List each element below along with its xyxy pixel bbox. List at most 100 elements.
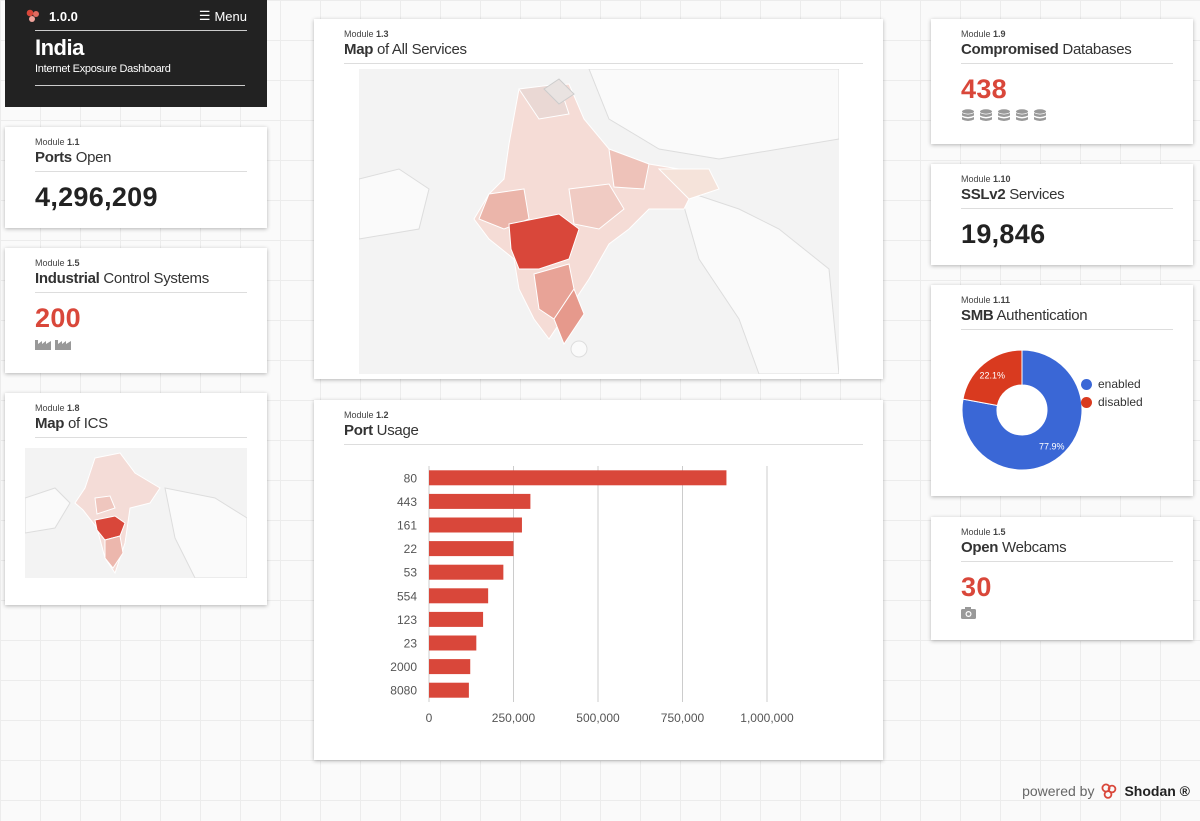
module-label: Module 1.9: [961, 29, 1006, 39]
bar-port-8080[interactable]: [429, 682, 469, 698]
card-title: Map of ICS: [35, 415, 247, 438]
module-label: Module 1.10: [961, 174, 1011, 184]
bar-port-2000[interactable]: [429, 659, 471, 675]
legend-swatch: [1081, 378, 1092, 390]
legend-swatch: [1081, 396, 1092, 408]
webcams-value: 30: [961, 572, 992, 602]
smb-donut-chart: 77.9% 22.1%: [961, 349, 1083, 471]
y-tick-label: 8080: [390, 684, 417, 698]
bar-port-123[interactable]: [429, 611, 484, 627]
menu-label: Menu: [214, 8, 247, 24]
module-label: Module 1.3: [344, 29, 389, 39]
y-tick-label: 2000: [390, 660, 417, 674]
dashboard-subtitle: Internet Exposure Dashboard: [35, 63, 171, 75]
y-tick-label: 554: [397, 589, 417, 603]
bar-port-23[interactable]: [429, 635, 477, 651]
dashboard-header: 1.0.0 ☰ Menu India Internet Exposure Das…: [5, 0, 267, 107]
smb-auth-card: Module 1.11 SMB Authentication 77.9% 22.1…: [931, 285, 1193, 496]
footer-brand[interactable]: Shodan ®: [1124, 783, 1190, 799]
version-label: 1.0.0: [25, 9, 78, 24]
ics-value: 200: [35, 303, 81, 333]
database-icon: [998, 109, 1010, 121]
compromised-db-value: 438: [961, 74, 1007, 104]
header-divider: [35, 30, 247, 31]
factory-icon: [35, 340, 51, 350]
bar-port-443[interactable]: [429, 493, 531, 509]
ics-icons: [35, 338, 247, 350]
legend-item-enabled[interactable]: enabled: [1081, 377, 1143, 391]
module-label: Module 1.1: [35, 137, 80, 147]
donut-slice-disabled[interactable]: [962, 349, 1023, 407]
footer-prefix: powered by: [1022, 783, 1095, 799]
legend-label: disabled: [1098, 395, 1143, 409]
factory-icon: [55, 340, 71, 350]
database-icon: [1016, 109, 1028, 121]
ics-card: Module 1.5 Industrial Control Systems 20…: [5, 248, 267, 373]
legend-item-disabled[interactable]: disabled: [1081, 395, 1143, 409]
card-title: Ports Open: [35, 149, 247, 172]
bar-port-53[interactable]: [429, 564, 504, 580]
y-tick-label: 443: [397, 495, 417, 509]
ports-open-value: 4,296,209: [35, 182, 158, 212]
card-title: SSLv2 Services: [961, 186, 1173, 209]
smb-legend: enabled disabled: [1081, 377, 1143, 413]
slice-value-label: 77.9%: [1039, 442, 1065, 452]
ics-map[interactable]: [25, 448, 247, 578]
webcam-icons: [961, 607, 1173, 619]
module-label: Module 1.11: [961, 295, 1011, 305]
sslv2-card: Module 1.10 SSLv2 Services 19,846: [931, 164, 1193, 265]
ics-map-svg: [25, 452, 247, 578]
y-tick-label: 161: [397, 519, 417, 533]
shodan-logo-icon: [1101, 783, 1117, 799]
bar-port-554[interactable]: [429, 588, 489, 604]
y-tick-label: 22: [404, 542, 418, 556]
map-ics-card: Module 1.8 Map of ICS: [5, 393, 267, 605]
all-services-map-svg: [359, 69, 839, 374]
camera-icon: [961, 607, 976, 619]
card-title: Map of All Services: [344, 41, 863, 64]
compromised-db-card: Module 1.9 Compromised Databases 438: [931, 19, 1193, 144]
ports-open-card: Module 1.1 Ports Open 4,296,209: [5, 127, 267, 228]
hamburger-icon: ☰: [198, 8, 211, 23]
database-icons: [961, 109, 1173, 123]
menu-button[interactable]: ☰ Menu: [199, 8, 247, 24]
y-tick-label: 123: [397, 613, 417, 627]
port-usage-card: Module 1.2 Port Usage 0 250,000 500,000 750…: [314, 400, 883, 760]
module-label: Module 1.8: [35, 403, 80, 413]
shodan-logo-icon: [26, 9, 39, 22]
slice-value-label: 22.1%: [979, 370, 1005, 380]
card-title: Open Webcams: [961, 539, 1173, 562]
all-services-map[interactable]: [359, 69, 839, 374]
bar-port-80[interactable]: [429, 470, 727, 486]
map-all-services-card: Module 1.3 Map of All Services: [314, 19, 883, 379]
bar-port-161[interactable]: [429, 517, 522, 533]
card-title: Industrial Control Systems: [35, 270, 247, 293]
version-text: 1.0.0: [49, 8, 78, 24]
y-tick-label: 23: [404, 637, 418, 651]
x-tick-label: 750,000: [661, 711, 705, 725]
bar-port-22[interactable]: [429, 541, 514, 557]
database-icon: [962, 109, 974, 121]
module-label: Module 1.5: [961, 527, 1006, 537]
database-icon: [1034, 109, 1046, 121]
country-title: India: [35, 35, 84, 60]
footer: powered by Shodan ®: [1022, 783, 1190, 799]
sslv2-value: 19,846: [961, 219, 1046, 249]
module-label: Module 1.2: [344, 410, 389, 420]
card-title: Port Usage: [344, 422, 863, 445]
x-tick-label: 500,000: [576, 711, 620, 725]
x-tick-label: 0: [426, 711, 433, 725]
x-tick-label: 250,000: [492, 711, 536, 725]
webcams-card: Module 1.5 Open Webcams 30: [931, 517, 1193, 640]
card-title: Compromised Databases: [961, 41, 1173, 64]
x-tick-label: 1,000,000: [740, 711, 794, 725]
header-divider-bottom: [35, 85, 245, 86]
y-tick-label: 53: [404, 566, 418, 580]
legend-label: enabled: [1098, 377, 1141, 391]
database-icon: [980, 109, 992, 121]
donut-slice-enabled[interactable]: [961, 349, 1083, 471]
card-title: SMB Authentication: [961, 307, 1173, 330]
y-tick-label: 80: [404, 471, 418, 485]
port-usage-chart: 0 250,000 500,000 750,000 1,000,000 80 443 161 2…: [390, 466, 794, 725]
module-label: Module 1.5: [35, 258, 80, 268]
